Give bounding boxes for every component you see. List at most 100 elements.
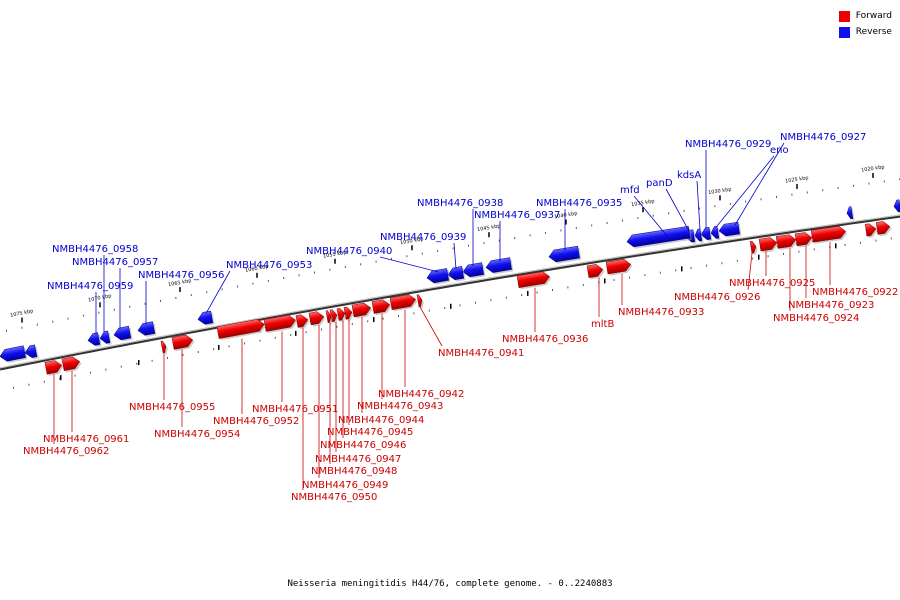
gene-label-NMBH4476_0933: NMBH4476_0933 <box>618 307 704 318</box>
scale-minor-dot <box>536 291 538 294</box>
gene-eno <box>710 225 721 241</box>
scale-minor-tick <box>138 360 140 366</box>
reverse-swatch <box>838 26 850 38</box>
gene-label-eno: eno <box>770 145 789 156</box>
scale-minor-dot <box>206 291 208 294</box>
scale-minor-dot <box>714 205 716 208</box>
scale-minor-dot <box>244 342 245 345</box>
scale-minor-dot <box>52 320 54 323</box>
genome-caption: Neisseria meningitidis H44/76, complete … <box>287 579 613 589</box>
scale-minor-dot <box>567 286 569 289</box>
gene-unlabeled-2 <box>846 206 855 221</box>
scale-minor-dot <box>144 302 146 305</box>
gene-label-NMBH4476_0939: NMBH4476_0939 <box>380 232 466 243</box>
gene-label-NMBH4476_0926: NMBH4476_0926 <box>674 292 760 303</box>
gene-label-mltB: mltB <box>591 319 614 330</box>
gene-unlabeled-3 <box>0 345 28 363</box>
scale-minor-dot <box>837 186 839 189</box>
scale-minor-dot <box>505 296 507 299</box>
scale-minor-dot <box>798 250 800 253</box>
leader-kdsA <box>696 180 701 230</box>
scale-minor-dot <box>783 252 784 255</box>
leader-panD <box>665 188 690 232</box>
gene-NMBH4476_0943 <box>371 299 392 316</box>
scale-minor-dot <box>98 311 100 314</box>
leader-NMBH4476_0941 <box>419 306 443 347</box>
scale-tick-label: 1030 kbp <box>708 187 732 196</box>
gene-label-NMBH4476_0944: NMBH4476_0944 <box>338 415 424 426</box>
gene-NMBH4476_0925 <box>758 237 779 253</box>
gene-NMBH4476_0940 <box>426 268 451 285</box>
scale-minor-tick <box>373 317 375 323</box>
gene-label-NMBH4476_0955: NMBH4476_0955 <box>129 402 215 413</box>
scale-minor-dot <box>475 301 476 304</box>
gene-label-NMBH4476_0950: NMBH4476_0950 <box>291 492 377 503</box>
scale-minor-dot <box>791 193 793 196</box>
gene-label-NMBH4476_0943: NMBH4476_0943 <box>357 401 443 412</box>
axis-line <box>0 214 900 371</box>
gene-NMBH4476_0923 <box>794 232 814 248</box>
gene-unlabeled-5 <box>893 199 900 214</box>
gene-NMBH4476_0954 <box>171 334 195 352</box>
scale-minor-dot <box>290 334 292 337</box>
gene-label-NMBH4476_0929: NMBH4476_0929 <box>685 139 771 150</box>
scale-minor-dot <box>329 268 331 271</box>
scale-minor-dot <box>182 353 184 356</box>
strand-legend: Forward Reverse <box>838 8 892 40</box>
scale-minor-tick <box>527 290 529 296</box>
scale-minor-dot <box>237 285 238 288</box>
legend-forward: Forward <box>838 8 892 24</box>
gene-label-NMBH4476_0946: NMBH4476_0946 <box>320 440 406 451</box>
gene-NMBH4476_0961 <box>61 356 82 373</box>
scale-minor-dot <box>13 386 14 389</box>
gene-label-NMBH4476_0925: NMBH4476_0925 <box>729 278 815 289</box>
scale-minor-dot <box>868 182 870 185</box>
scale-minor-dot <box>444 306 446 309</box>
gene-label-NMBH4476_0937: NMBH4476_0937 <box>474 210 560 221</box>
gene-label-NMBH4476_0947: NMBH4476_0947 <box>315 454 401 465</box>
scale-minor-dot <box>314 271 315 274</box>
label-leaders <box>53 142 831 490</box>
forward-swatch <box>838 10 850 22</box>
scale-minor-dot <box>883 180 885 183</box>
scale-tick-label: 1025 kbp <box>785 175 809 184</box>
gene-NMBH4476_0924 <box>775 234 798 251</box>
scale-minor-dot <box>591 224 593 227</box>
gene-NMBH4476_0958 <box>99 330 112 346</box>
scale-minor-dot <box>767 255 769 258</box>
scale-minor-dot <box>28 383 30 386</box>
gene-NMBH4476_0949 <box>308 311 326 327</box>
scale-minor-dot <box>67 317 69 320</box>
scale-minor-dot <box>21 326 23 329</box>
gene-label-NMBH4476_0948: NMBH4476_0948 <box>311 466 397 477</box>
legend-reverse: Reverse <box>838 24 892 40</box>
scale-minor-dot <box>468 244 469 247</box>
scale-minor-dot <box>213 348 215 351</box>
gene-NMBH4476_0927 <box>718 221 742 238</box>
gene-label-NMBH4476_0962: NMBH4476_0962 <box>23 446 109 457</box>
scale-tick-label: 1045 kbp <box>477 223 501 233</box>
gene-NMBH4476_0944 <box>351 302 373 319</box>
scale-minor-dot <box>652 214 654 217</box>
genome-axis <box>0 214 900 371</box>
scale-minor-dot <box>822 189 824 192</box>
gene-NMBH4476_0937 <box>485 257 514 275</box>
scale-minor-dot <box>274 336 276 339</box>
scale-minor-dot <box>283 277 285 280</box>
leader-NMBH4476_0926 <box>747 253 753 291</box>
scale-minor-dot <box>59 377 61 380</box>
scale-minor-dot <box>452 247 454 250</box>
scale-minor-dot <box>113 308 115 311</box>
gene-label-mfd: mfd <box>620 185 640 196</box>
scale-minor-dot <box>406 255 408 258</box>
gene-label-NMBH4476_0924: NMBH4476_0924 <box>773 313 859 324</box>
gene-NMBH4476_0957 <box>113 325 133 342</box>
gene-NMBH4476_0942 <box>389 294 418 312</box>
scale-tick-label: 1040 kbp <box>554 211 578 221</box>
scale-minor-dot <box>74 374 76 377</box>
gene-label-NMBH4476_0959: NMBH4476_0959 <box>47 281 133 292</box>
scale-tick-label: 1020 kbp <box>861 164 885 173</box>
gene-NMBH4476_0959 <box>87 332 102 348</box>
gene-features <box>0 199 900 376</box>
scale-minor-dot <box>844 243 846 246</box>
